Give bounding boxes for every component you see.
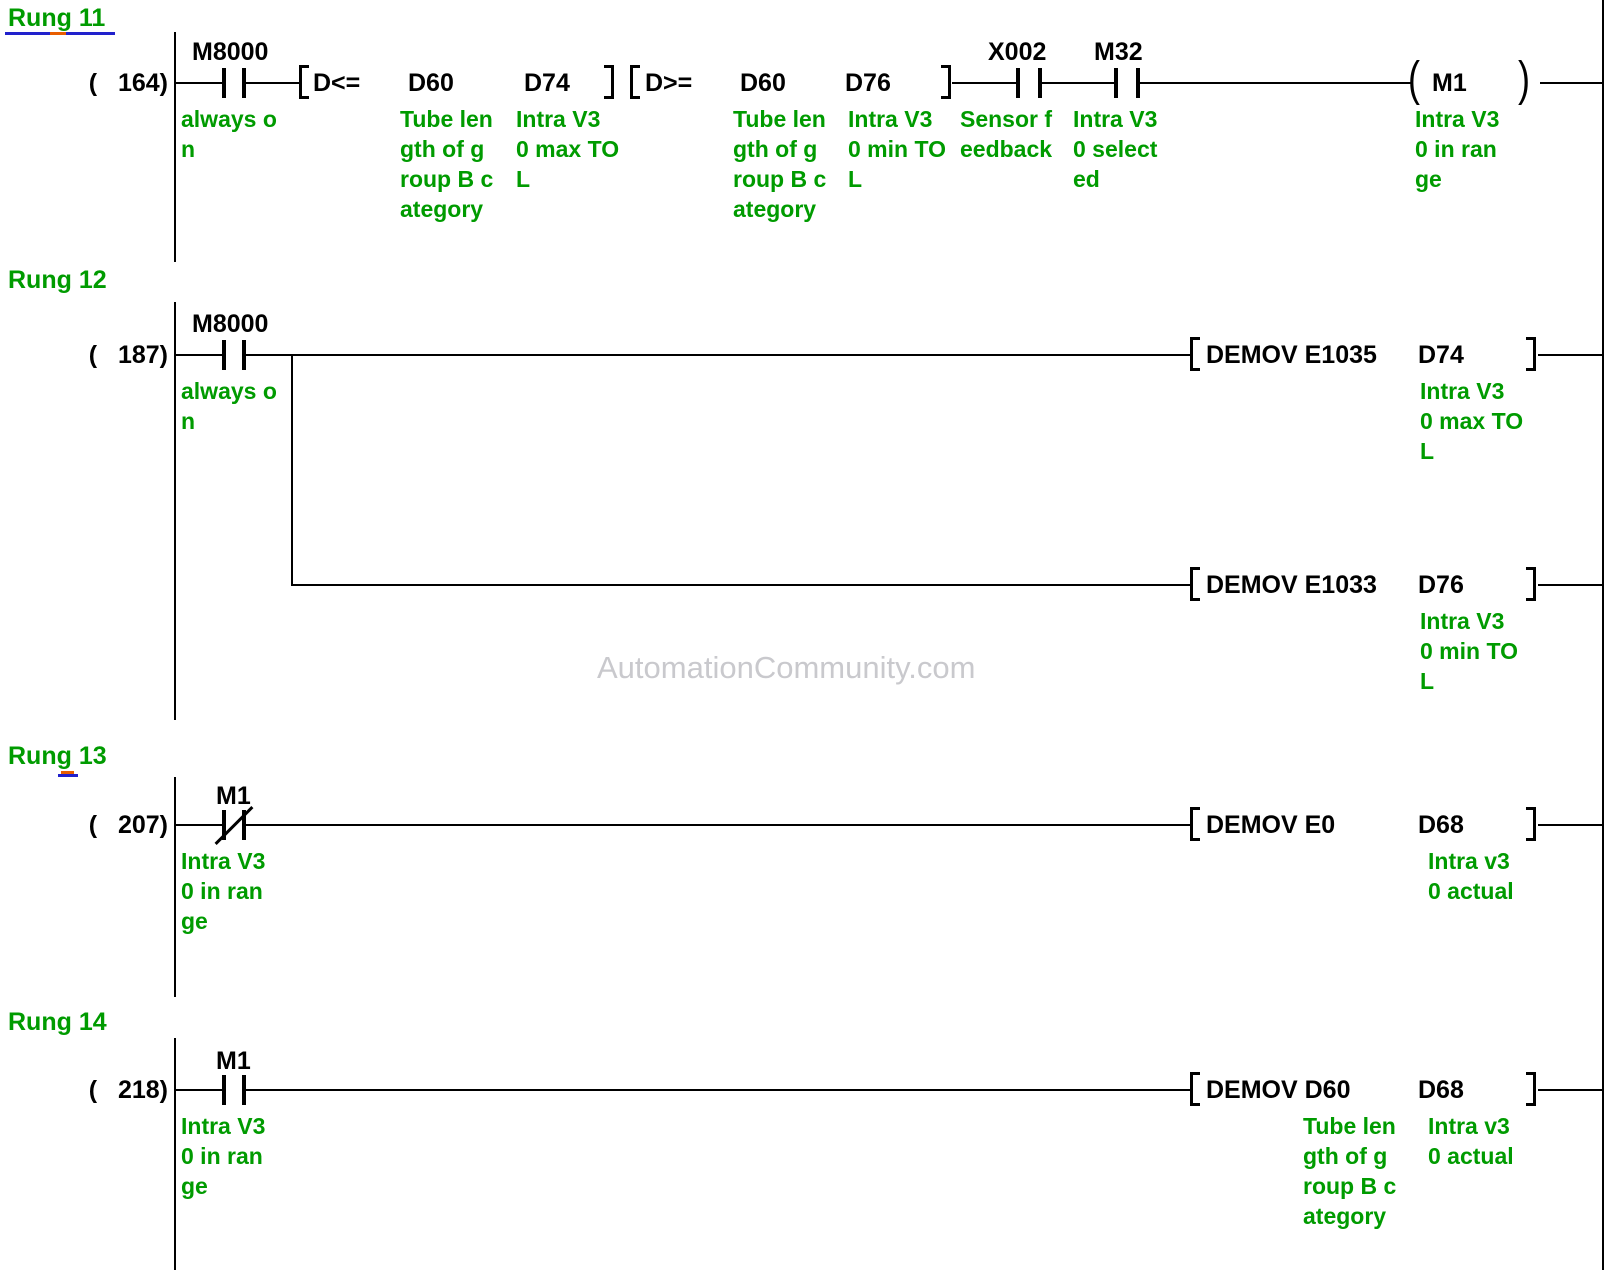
operand-comment: Intra v3 0 actual — [1428, 1113, 1514, 1169]
close-bracket — [1526, 1072, 1536, 1106]
operand-comment: Intra V3 0 max TO L — [1420, 378, 1524, 464]
open-bracket — [630, 65, 640, 99]
wire-segment — [1140, 82, 1412, 84]
rung-13-label: Rung 13 — [8, 742, 107, 770]
contact-bar — [1038, 68, 1042, 98]
operand: D74 — [1418, 341, 1464, 369]
wire-segment — [176, 824, 222, 826]
device-comment: Intra V3 0 in ran ge — [181, 848, 266, 934]
open-bracket — [1190, 807, 1200, 841]
wire-segment — [176, 354, 222, 356]
instruction-text: DEMOV D60 — [1206, 1076, 1351, 1104]
rung-11-step-number: ( 164) — [88, 69, 168, 97]
wire-segment — [1538, 824, 1602, 826]
left-power-rail — [174, 1038, 176, 1270]
operand: D60 — [740, 69, 786, 97]
device-comment: Intra V3 0 in ran ge — [181, 1113, 266, 1199]
wire-segment — [1042, 82, 1114, 84]
contact-bar — [222, 68, 226, 98]
open-bracket — [299, 65, 309, 99]
operand-comment: Intra v3 0 actual — [1428, 848, 1514, 904]
open-bracket — [1190, 337, 1200, 371]
open-bracket — [1190, 567, 1200, 601]
contact-bar — [242, 810, 246, 840]
operand-comment: Intra V3 0 min TO L — [848, 106, 946, 192]
contact-bar — [1114, 68, 1118, 98]
contact-bar — [242, 1075, 246, 1105]
contact-bar — [222, 340, 226, 370]
operand-comment: Intra V3 0 min TO L — [1420, 608, 1518, 694]
device-comment: always o n — [181, 106, 277, 162]
device-label: M1 — [216, 782, 251, 810]
rung-13-spell-mark-blue — [58, 774, 78, 777]
left-power-rail — [174, 32, 176, 262]
close-bracket — [1526, 337, 1536, 371]
device-label: M8000 — [192, 38, 269, 66]
operand: D74 — [524, 69, 570, 97]
close-bracket — [1526, 567, 1536, 601]
wire-segment — [176, 82, 222, 84]
operand: D68 — [1418, 1076, 1464, 1104]
left-power-rail — [174, 302, 176, 720]
contact-bar — [1016, 68, 1020, 98]
instruction-text: DEMOV E0 — [1206, 811, 1336, 839]
watermark-text: AutomationCommunity.com — [597, 650, 976, 685]
left-power-rail — [174, 777, 176, 997]
device-comment: Intra V3 0 select ed — [1073, 106, 1158, 192]
operand-comment: Tube len gth of g roup B c ategory — [1303, 1113, 1397, 1229]
rung-12-step-number: ( 187) — [88, 341, 168, 369]
wire-segment — [246, 354, 1192, 356]
wire-segment — [246, 82, 299, 84]
branch-wire — [291, 354, 293, 586]
rung-12-label: Rung 12 — [8, 266, 107, 294]
wire-segment — [1538, 1089, 1602, 1091]
device-label: M32 — [1094, 38, 1143, 66]
operand: D76 — [845, 69, 891, 97]
open-bracket — [1190, 1072, 1200, 1106]
wire-segment — [176, 1089, 222, 1091]
right-power-rail — [1602, 0, 1604, 1270]
rung-11-spell-mark — [50, 32, 66, 35]
instruction-text: DEMOV E1033 — [1206, 571, 1377, 599]
compare-operator: D<= — [313, 69, 361, 97]
wire-segment — [246, 1089, 1192, 1091]
operand-comment: Tube len gth of g roup B c ategory — [400, 106, 494, 222]
device-comment: Intra V3 0 in ran ge — [1415, 106, 1500, 192]
wire-segment — [246, 824, 1192, 826]
wire-segment — [1540, 82, 1602, 84]
wire-segment — [291, 584, 1192, 586]
contact-bar — [222, 810, 226, 840]
operand: D76 — [1418, 571, 1464, 599]
contact-bar — [242, 68, 246, 98]
device-comment: always o n — [181, 378, 277, 434]
device-label: M1 — [216, 1047, 251, 1075]
close-bracket — [941, 65, 951, 99]
operand-comment: Intra V3 0 max TO L — [516, 106, 620, 192]
wire-segment — [952, 82, 1016, 84]
coil-close-paren: ) — [1517, 53, 1530, 106]
contact-bar — [222, 1075, 226, 1105]
wire-segment — [1538, 584, 1602, 586]
rung-11-label[interactable]: Rung 11 — [8, 4, 106, 32]
wire-segment — [1538, 354, 1602, 356]
rung-13-step-number: ( 207) — [88, 811, 168, 839]
coil-open-paren: ( — [1407, 53, 1420, 106]
compare-operator: D>= — [645, 69, 693, 97]
close-bracket — [604, 65, 614, 99]
device-label: M1 — [1432, 69, 1467, 97]
operand: D68 — [1418, 811, 1464, 839]
operand: D60 — [408, 69, 454, 97]
operand-comment: Tube len gth of g roup B c ategory — [733, 106, 827, 222]
close-bracket — [1526, 807, 1536, 841]
contact-bar — [242, 340, 246, 370]
device-label: X002 — [988, 38, 1047, 66]
instruction-text: DEMOV E1035 — [1206, 341, 1377, 369]
device-comment: Sensor f eedback — [960, 106, 1053, 162]
rung-13-spell-mark-orange — [61, 771, 74, 774]
device-label: M8000 — [192, 310, 269, 338]
contact-bar — [1136, 68, 1140, 98]
rung-14-label: Rung 14 — [8, 1008, 107, 1036]
rung-14-step-number: ( 218) — [88, 1076, 168, 1104]
